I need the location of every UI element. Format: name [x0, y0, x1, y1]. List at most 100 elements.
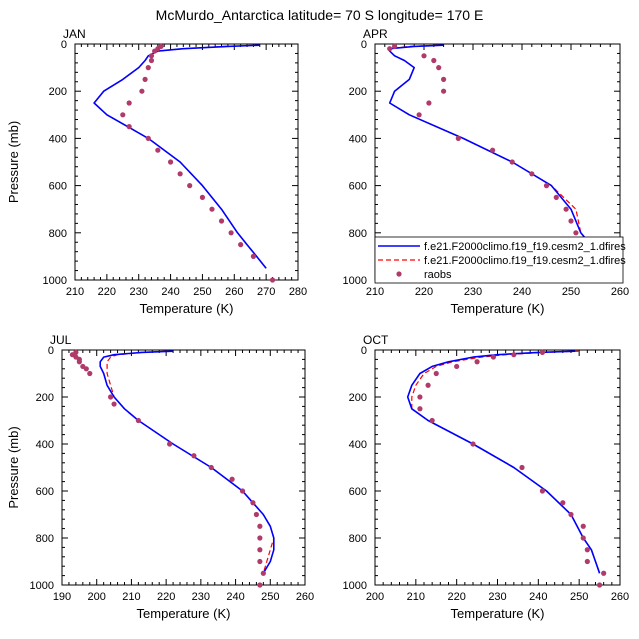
- raobs-point: [257, 523, 263, 529]
- raobs-point: [76, 359, 82, 365]
- raobs-point: [417, 406, 423, 412]
- legend-marker-raobs: [396, 271, 402, 277]
- raobs-point: [250, 500, 256, 506]
- raobs-point: [490, 354, 497, 360]
- raobs-point: [426, 100, 432, 106]
- y-tick-label: 200: [349, 392, 367, 404]
- panel-oct: 200 210 220 230 240 250 260 0 200 400 600 800 1000 Te…: [343, 333, 630, 621]
- raobs-point: [145, 65, 151, 71]
- raobs-point: [470, 441, 476, 447]
- raobs-point: [584, 558, 590, 565]
- raobs-point: [433, 370, 439, 377]
- raobs-point: [239, 488, 246, 494]
- y-tick-label: 800: [49, 228, 67, 240]
- raobs-point: [519, 464, 525, 471]
- raobs-point: [584, 547, 590, 553]
- raobs-point: [539, 488, 546, 494]
- raobs-point: [539, 349, 546, 355]
- raobs-point: [142, 76, 148, 82]
- legend-label: f.e21.F2000climo.f19_f19.cesm2_1.dfires: [424, 255, 626, 267]
- raobs-point: [253, 511, 259, 518]
- x-tick-label: 220: [415, 286, 433, 298]
- raobs-point: [441, 88, 447, 94]
- y-tick-label: 800: [36, 533, 54, 545]
- x-tick-label: 250: [261, 591, 279, 603]
- y-tick-label: 600: [349, 486, 367, 498]
- y-tick-label: 200: [36, 392, 54, 404]
- raobs-point: [238, 242, 244, 248]
- raobs-point: [417, 394, 423, 400]
- y-tick-label: 200: [49, 86, 67, 98]
- raobs-point: [596, 582, 603, 588]
- raobs-point: [425, 382, 431, 388]
- x-tick-label: 250: [193, 286, 211, 298]
- raobs-point: [421, 53, 427, 59]
- x-tick-label: 250: [562, 286, 580, 298]
- raobs-point: [257, 582, 263, 588]
- raobs-point: [455, 135, 461, 141]
- legend: f.e21.F2000climo.f19_f19.cesm2_1.dfiresf…: [374, 236, 626, 284]
- x-tick-label: 240: [226, 591, 244, 603]
- raobs-point: [83, 366, 89, 372]
- plot-frame: [74, 43, 299, 281]
- x-tick-label: 260: [296, 591, 314, 603]
- y-tick-label: 1000: [343, 580, 367, 592]
- x-tick-label: 230: [192, 591, 210, 603]
- x-tick-label: 220: [98, 286, 116, 298]
- x-axis-title: Temperature (K): [451, 606, 545, 621]
- series-line-model1: [406, 350, 601, 574]
- y-tick-label: 600: [36, 486, 54, 498]
- x-tick-label: 230: [488, 591, 506, 603]
- raobs-point: [208, 464, 214, 471]
- x-tick-label: 240: [161, 286, 179, 298]
- y-tick-label: 0: [48, 345, 54, 357]
- raobs-point: [108, 394, 114, 400]
- raobs-point: [126, 124, 132, 130]
- series-line-model1: [99, 350, 275, 574]
- raobs-point: [126, 100, 132, 106]
- y-tick-label: 1000: [30, 580, 54, 592]
- raobs-point: [260, 570, 266, 576]
- raobs-point: [392, 43, 398, 49]
- x-tick-label: 210: [66, 286, 84, 298]
- x-tick-label: 240: [529, 591, 547, 603]
- panels: 210 220 230 240 250 260 270 280 0 200 400 600 800 100…: [6, 27, 629, 621]
- x-tick-label: 260: [611, 591, 629, 603]
- y-tick-label: 600: [349, 181, 367, 193]
- raobs-point: [191, 453, 197, 459]
- raobs-point: [553, 194, 559, 200]
- x-tick-label: 240: [513, 286, 531, 298]
- raobs-point: [177, 171, 183, 177]
- raobs-point: [543, 183, 550, 189]
- y-tick-label: 800: [349, 228, 367, 240]
- y-tick-label: 1000: [343, 275, 367, 287]
- raobs-point: [250, 253, 256, 259]
- series-line-model1: [388, 44, 602, 269]
- raobs-point: [474, 359, 480, 365]
- raobs-point: [187, 183, 193, 189]
- raobs-point: [257, 547, 263, 553]
- raobs-point: [87, 370, 93, 377]
- panel-jul: 190 200 210 220 230 240 250 260 0 200 400 600 800 100…: [6, 333, 314, 621]
- raobs-point: [454, 363, 460, 370]
- raobs-point: [199, 194, 206, 200]
- y-tick-label: 400: [349, 133, 367, 145]
- raobs-point: [573, 230, 579, 236]
- raobs-point: [135, 417, 141, 424]
- legend-label: raobs: [424, 269, 452, 281]
- raobs-point: [436, 65, 442, 71]
- raobs-point: [416, 112, 422, 118]
- legend-label: f.e21.F2000climo.f19_f19.cesm2_1.dfires: [424, 241, 626, 253]
- x-tick-label: 220: [157, 591, 175, 603]
- x-tick-label: 260: [225, 286, 243, 298]
- y-tick-label: 1000: [43, 275, 67, 287]
- x-tick-label: 280: [289, 286, 307, 298]
- y-tick-label: 0: [361, 39, 367, 51]
- legend-box: [374, 236, 624, 284]
- raobs-point: [560, 500, 566, 506]
- y-tick-label: 0: [361, 345, 367, 357]
- raobs-point: [601, 570, 607, 576]
- x-tick-label: 260: [611, 286, 629, 298]
- plot-frame: [61, 349, 306, 586]
